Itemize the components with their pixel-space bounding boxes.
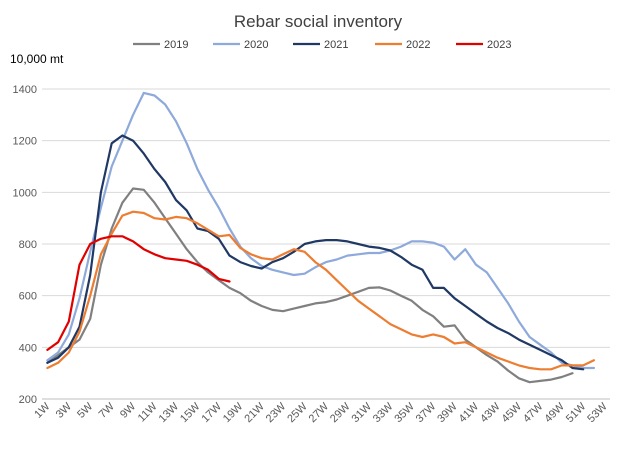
y-tick-label: 400 bbox=[19, 342, 37, 354]
series-line-2019 bbox=[46, 187, 574, 384]
y-tick-label: 1400 bbox=[13, 84, 37, 96]
x-tick-label: 43W bbox=[478, 400, 503, 425]
unit-label: 10,000 mt bbox=[10, 52, 64, 66]
legend-label-2022: 2022 bbox=[406, 39, 430, 51]
x-tick-label: 23W bbox=[264, 400, 289, 425]
series-line-2020 bbox=[46, 91, 596, 370]
series-line-2022 bbox=[46, 210, 596, 371]
series-line-2021 bbox=[46, 134, 585, 371]
x-tick-label: 37W bbox=[414, 400, 439, 425]
x-tick-label: 21W bbox=[242, 400, 267, 425]
y-tick-label: 1000 bbox=[13, 187, 37, 199]
x-tick-label: 13W bbox=[157, 400, 182, 425]
x-tick-label: 9W bbox=[118, 400, 139, 421]
x-tick-label: 17W bbox=[199, 400, 224, 425]
x-tick-label: 7W bbox=[97, 400, 118, 421]
gridlines bbox=[42, 88, 610, 400]
x-tick-label: 49W bbox=[542, 400, 567, 425]
x-tick-label: 53W bbox=[585, 400, 610, 425]
y-tick-label: 200 bbox=[19, 394, 37, 406]
legend-label-2020: 2020 bbox=[244, 39, 268, 51]
x-tick-label: 25W bbox=[285, 400, 310, 425]
x-tick-label: 19W bbox=[221, 400, 246, 425]
legend-label-2023: 2023 bbox=[487, 39, 511, 51]
series-lines bbox=[46, 91, 596, 384]
x-tick-label: 27W bbox=[307, 400, 332, 425]
x-tick-label: 47W bbox=[521, 400, 546, 425]
y-tick-label: 800 bbox=[19, 239, 37, 251]
x-tick-label: 15W bbox=[178, 400, 203, 425]
legend: 2019 2020 2021 2022 2023 bbox=[133, 39, 511, 51]
x-tick-label: 11W bbox=[136, 400, 160, 424]
x-tick-label: 41W bbox=[457, 400, 482, 425]
x-axis: 1W 3W 5W 7W 9W11W13W15W17W19W21W23W25W27W29W… bbox=[32, 400, 610, 425]
x-tick-label: 3W bbox=[54, 400, 75, 421]
legend-label-2019: 2019 bbox=[164, 39, 188, 51]
legend-label-2021: 2021 bbox=[324, 39, 348, 51]
x-tick-label: 29W bbox=[328, 400, 353, 425]
x-tick-label: 31W bbox=[350, 400, 375, 425]
x-tick-label: 45W bbox=[500, 400, 525, 425]
x-tick-label: 35W bbox=[392, 400, 417, 425]
y-axis: 200 400 600 800 1000 1200 1400 bbox=[13, 84, 37, 406]
chart-title: Rebar social inventory bbox=[234, 12, 403, 31]
y-tick-label: 1200 bbox=[13, 136, 37, 148]
x-tick-label: 39W bbox=[435, 400, 460, 425]
x-tick-label: 5W bbox=[75, 400, 96, 421]
series-line-2023 bbox=[46, 235, 231, 351]
y-tick-label: 600 bbox=[19, 291, 37, 303]
x-tick-label: 51W bbox=[564, 400, 589, 425]
x-tick-label: 33W bbox=[371, 400, 396, 425]
